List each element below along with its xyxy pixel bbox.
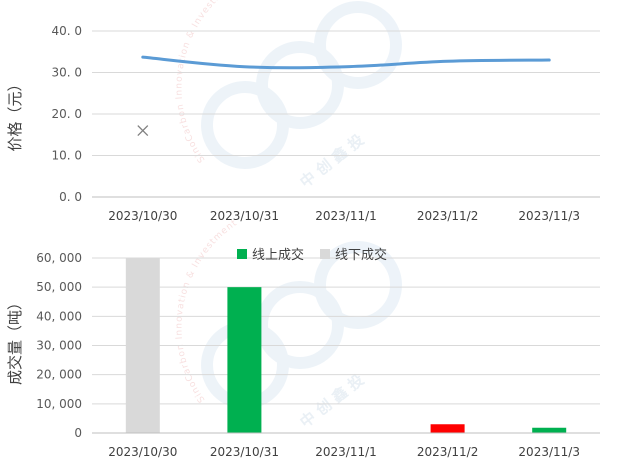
price-chart: 0. 0 10. 0 20. 0 30. 0 40. 0 2023/10/30 2023/1… [6,24,600,223]
price-x-marker [137,125,149,137]
volume-bar-online [430,424,465,433]
legend-swatch [237,249,247,259]
price-x-marker-stroke [137,125,149,137]
watermark-company: 中 创 鑫 投 [297,371,368,432]
price-y-tick-label: 40. 0 [51,24,82,38]
watermark-ring [314,241,402,329]
volume-bar-online [227,287,262,433]
volume-y-tick-label: 0 [74,426,82,440]
volume-x-tick-label: 2023/10/31 [210,445,279,459]
volume-y-tick-label: 20, 000 [36,368,82,382]
price-x-tick-label: 2023/11/1 [315,209,377,223]
price-point [142,56,144,58]
price-y-tick-label: 0. 0 [59,190,82,204]
volume-y-axis-title: 成交量（吨） [6,295,24,385]
volume-legend: 线上成交 线下成交 [237,247,387,263]
price-point [548,59,550,61]
price-x-tick-label: 2023/11/3 [518,209,580,223]
price-x-tick-label: 2023/10/31 [210,209,279,223]
price-point [243,66,245,68]
volume-x-tick-label: 2023/11/3 [518,445,580,459]
volume-bar-offline [125,258,160,433]
volume-y-tick-label: 10, 000 [36,397,82,411]
price-x-tick-label: 2023/10/30 [108,209,177,223]
volume-bar-online [532,427,567,433]
volume-y-tick-label: 40, 000 [36,309,82,323]
watermark-ring [201,81,289,169]
price-line-series [141,55,551,70]
watermark-ring [314,1,402,89]
price-y-axis-title: 价格（元） [6,76,24,151]
price-y-tick-label: 30. 0 [51,66,82,80]
watermark-ring [256,41,344,129]
price-x-tick-label: 2023/11/2 [417,209,479,223]
volume-x-tick-label: 2023/11/2 [417,445,479,459]
legend-swatch [320,249,330,259]
volume-y-tick-label: 30, 000 [36,339,82,353]
volume-y-tick-label: 50, 000 [36,280,82,294]
legend-label: 线下成交 [335,247,387,263]
legend-label: 线上成交 [252,247,304,263]
price-point [345,66,347,68]
price-point [447,60,449,62]
volume-y-tick-label: 60, 000 [36,251,82,265]
volume-chart: 0 10, 000 20, 000 30, 000 40, 000 50, 000 60, … [6,247,600,459]
price-y-tick-label: 20. 0 [51,107,82,121]
price-y-tick-label: 10. 0 [51,149,82,163]
watermark-company: 中 创 鑫 投 [297,131,368,192]
volume-x-tick-label: 2023/11/1 [315,445,377,459]
volume-x-tick-label: 2023/10/30 [108,445,177,459]
